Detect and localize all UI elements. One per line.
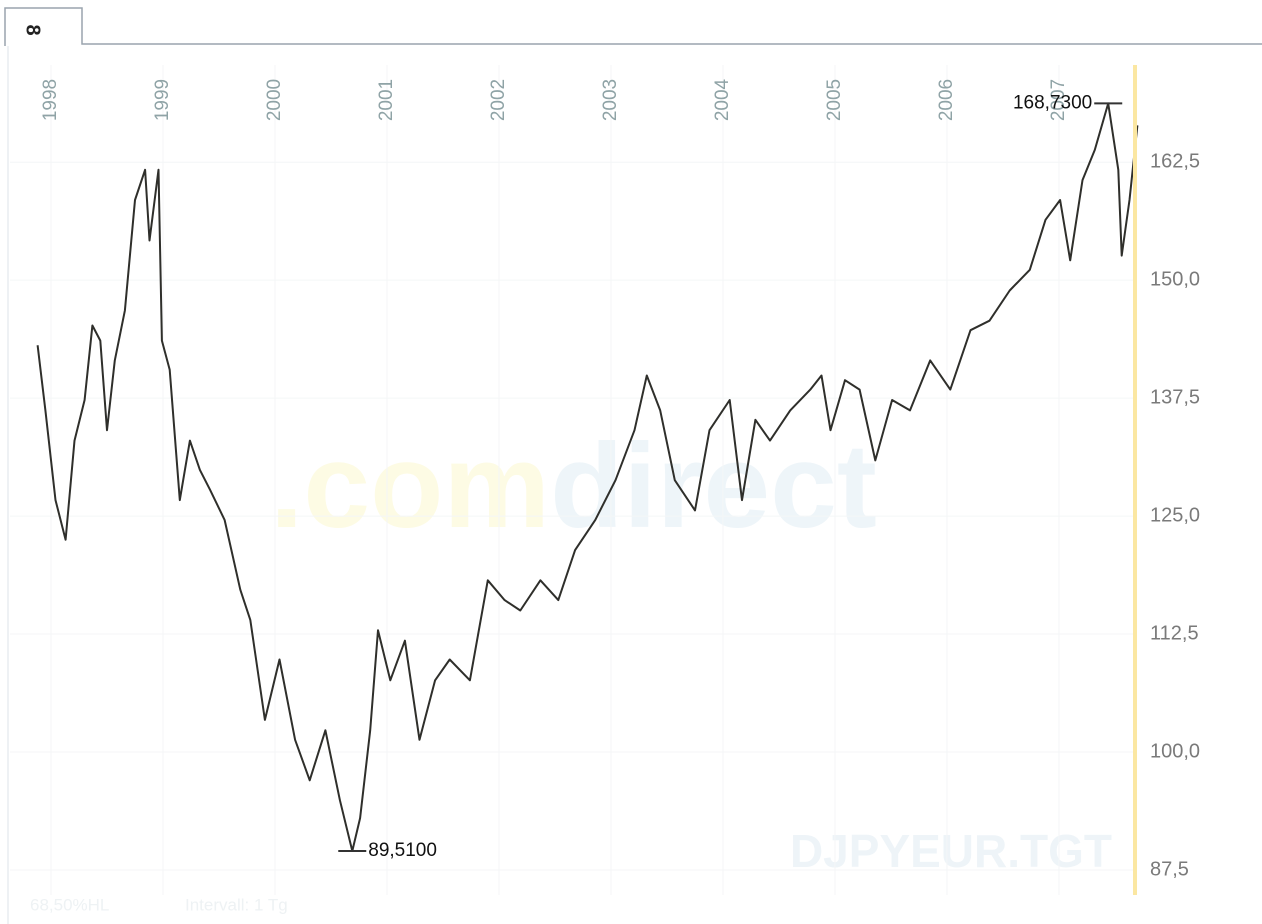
x-tick-label: 2002 [488,79,509,121]
x-tick-label: 2004 [712,78,733,121]
x-tick-label: 2001 [376,79,397,121]
watermark-part: direct [550,419,877,553]
annotation-label: 168,7300 [1013,92,1092,113]
x-tick-label: 1999 [152,79,173,121]
y-tick-label: 150,0 [1150,268,1200,290]
x-tick-label: 2005 [824,79,845,121]
x-tick-label: 2000 [264,79,285,121]
footer-text: 68,50%HL [30,895,109,914]
y-tick-label: 112,5 [1150,622,1199,644]
y-tick-label: 87,5 [1150,858,1189,880]
x-tick-label: 2007 [1048,79,1069,121]
y-tick-label: 137,5 [1150,386,1200,408]
tab-label[interactable]: 8 [22,24,44,35]
y-tick-label: 162,5 [1150,150,1200,172]
x-tick-label: 2006 [936,79,957,121]
watermark: .comdirect [270,419,877,553]
y-tick-label: 125,0 [1150,504,1200,526]
y-tick-label: 100,0 [1150,740,1200,762]
x-tick-label: 2003 [600,79,621,121]
symbol-watermark: DJPYEUR.TGT [790,825,1112,877]
footer-text: Intervall: 1 Tg [185,895,288,914]
tab-frame [4,7,1262,46]
x-tick-label: 1998 [40,79,61,121]
annotation-label: 89,5100 [368,840,437,861]
price-line [36,102,1139,852]
watermark-part: .com [270,419,550,553]
